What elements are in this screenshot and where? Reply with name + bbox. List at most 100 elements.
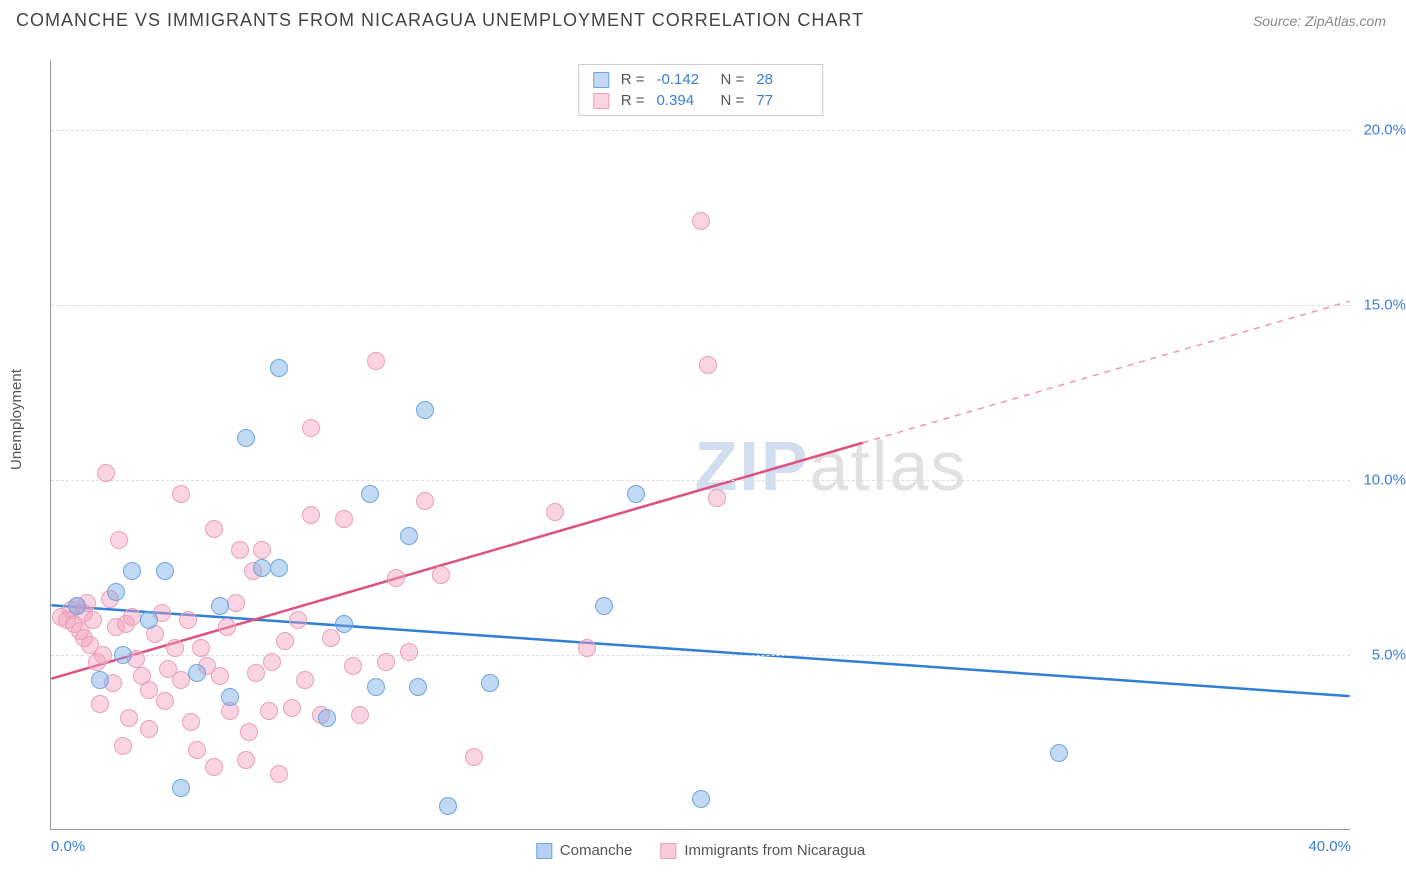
data-point [296,671,314,689]
data-point [231,541,249,559]
r-value-1: 0.394 [657,92,709,109]
data-point [708,489,726,507]
data-point [237,751,255,769]
data-point [91,671,109,689]
watermark-part2: atlas [810,427,968,505]
n-value-1: 77 [756,92,808,109]
data-point [114,646,132,664]
data-point [400,643,418,661]
data-point [205,520,223,538]
data-point [367,678,385,696]
series-swatch-1 [593,93,609,109]
legend-swatch-1 [660,843,676,859]
plot-area: ZIPatlas R = -0.142 N = 28 R = 0.394 N =… [50,60,1350,830]
data-point [699,356,717,374]
data-point [335,615,353,633]
data-point [546,503,564,521]
n-label-0: N = [721,71,745,88]
legend-label-1: Immigrants from Nicaragua [684,842,865,859]
data-point [188,664,206,682]
data-point [318,709,336,727]
r-label-1: R = [621,92,645,109]
data-point [221,688,239,706]
correlation-legend: R = -0.142 N = 28 R = 0.394 N = 77 [578,64,824,116]
data-point [120,709,138,727]
data-point [260,702,278,720]
legend-label-0: Comanche [560,842,633,859]
data-point [578,639,596,657]
data-point [218,618,236,636]
data-point [377,653,395,671]
data-point [302,506,320,524]
gridline [51,480,1350,481]
data-point [270,765,288,783]
watermark: ZIPatlas [695,426,968,506]
data-point [692,212,710,230]
n-value-0: 28 [756,71,808,88]
data-point [97,464,115,482]
correlation-row-1: R = 0.394 N = 77 [579,90,823,111]
data-point [156,692,174,710]
data-point [182,713,200,731]
data-point [439,797,457,815]
data-point [68,597,86,615]
data-point [172,779,190,797]
series-swatch-0 [593,72,609,88]
data-point [211,667,229,685]
data-point [123,562,141,580]
data-point [114,737,132,755]
data-point [94,646,112,664]
data-point [270,559,288,577]
data-point [361,485,379,503]
data-point [322,629,340,647]
data-point [123,608,141,626]
data-point [276,632,294,650]
data-point [166,639,184,657]
data-point [263,653,281,671]
data-point [172,485,190,503]
data-point [416,401,434,419]
data-point [188,741,206,759]
data-point [140,681,158,699]
data-point [91,695,109,713]
gridline [51,305,1350,306]
data-point [351,706,369,724]
chart-source: Source: ZipAtlas.com [1253,13,1386,29]
r-label-0: R = [621,71,645,88]
data-point [205,758,223,776]
chart-title: COMANCHE VS IMMIGRANTS FROM NICARAGUA UN… [16,10,864,31]
data-point [140,720,158,738]
data-point [627,485,645,503]
legend-item-1: Immigrants from Nicaragua [660,842,865,859]
data-point [400,527,418,545]
x-tick-label: 0.0% [51,838,85,855]
data-point [240,723,258,741]
data-point [387,569,405,587]
data-point [335,510,353,528]
data-point [107,583,125,601]
data-point [416,492,434,510]
x-tick-label: 40.0% [1308,838,1351,855]
y-axis-label: Unemployment [8,369,25,470]
data-point [110,531,128,549]
data-point [253,541,271,559]
data-point [283,699,301,717]
data-point [595,597,613,615]
correlation-row-0: R = -0.142 N = 28 [579,69,823,90]
data-point [211,597,229,615]
legend-swatch-0 [536,843,552,859]
data-point [156,562,174,580]
y-tick-label: 15.0% [1363,297,1406,314]
data-point [302,419,320,437]
series-legend: Comanche Immigrants from Nicaragua [536,842,865,859]
y-tick-label: 10.0% [1363,472,1406,489]
data-point [140,611,158,629]
data-point [465,748,483,766]
data-point [692,790,710,808]
data-point [432,566,450,584]
gridline [51,130,1350,131]
data-point [481,674,499,692]
data-point [1050,744,1068,762]
data-point [84,611,102,629]
data-point [367,352,385,370]
